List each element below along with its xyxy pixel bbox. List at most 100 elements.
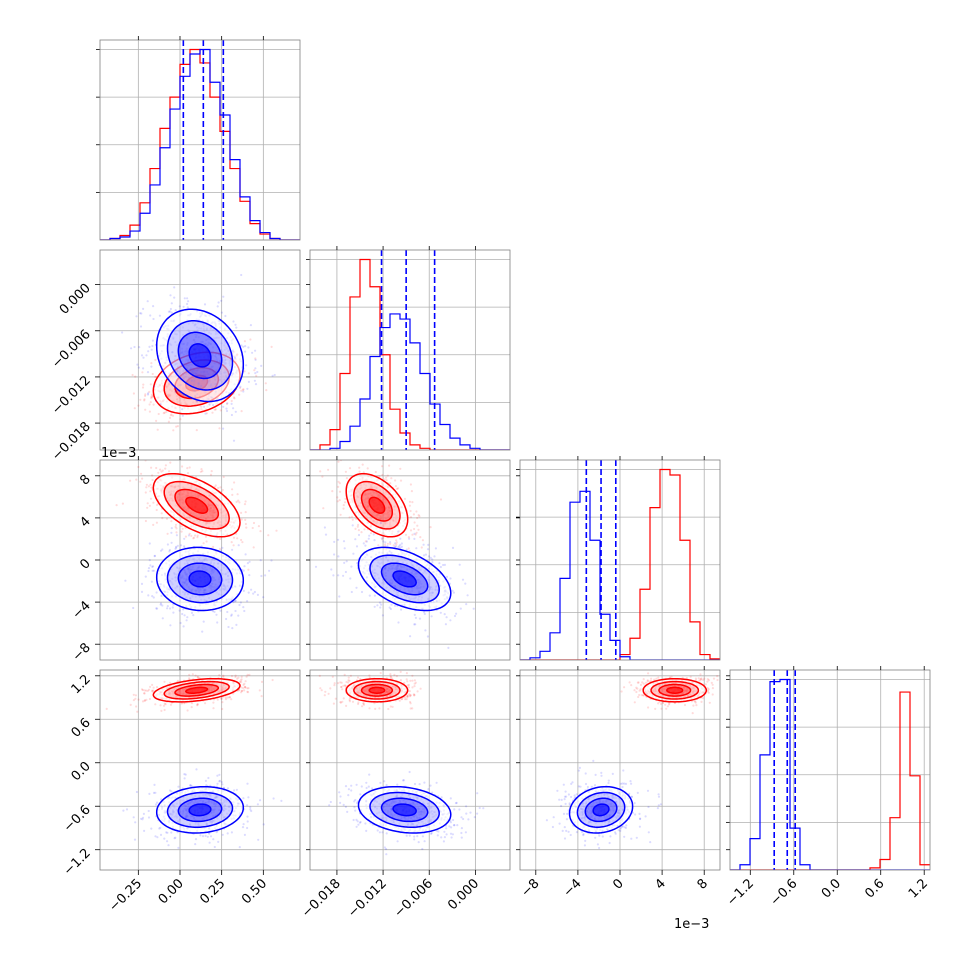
scatter-point	[148, 345, 151, 348]
scatter-point	[132, 392, 135, 395]
scatter-point	[186, 709, 189, 712]
scatter-point	[144, 408, 147, 411]
scatter-point	[327, 468, 330, 471]
scatter-point	[135, 315, 138, 318]
scatter-point	[199, 834, 202, 837]
scatter-point	[247, 380, 250, 383]
scatter-point	[140, 472, 143, 475]
scatter-point	[438, 562, 441, 565]
scatter-point	[256, 803, 259, 806]
scatter-point	[413, 613, 416, 617]
scatter-point	[207, 776, 210, 780]
scatter-point	[158, 314, 161, 317]
scatter-point	[230, 614, 233, 617]
scatter-point	[160, 470, 163, 473]
scatter-point	[148, 403, 151, 406]
scatter-point	[245, 526, 248, 529]
scatter-point	[224, 314, 227, 318]
scatter-point	[245, 364, 248, 367]
scatter-point	[322, 507, 325, 510]
scatter-point	[354, 527, 357, 531]
scatter-point	[368, 594, 371, 597]
scatter-point	[254, 357, 257, 360]
scatter-point	[411, 679, 414, 682]
scatter-point	[174, 836, 177, 839]
scatter-point	[171, 414, 175, 417]
panel-hist-2	[306, 249, 511, 451]
scatter-point	[181, 612, 184, 616]
scatter-point	[182, 305, 185, 308]
scatter-point	[166, 605, 169, 608]
scatter-point	[125, 808, 129, 811]
scatter-point	[226, 787, 230, 790]
scatter-point	[243, 682, 246, 685]
scatter-point	[234, 609, 237, 613]
scatter-point	[230, 413, 233, 417]
scatter-point	[336, 500, 339, 503]
scatter-point	[409, 700, 412, 704]
scatter-point	[221, 833, 224, 836]
scatter-point	[149, 401, 152, 404]
scatter-point	[214, 535, 217, 538]
scatter-point	[384, 543, 387, 546]
scatter-point	[413, 682, 416, 685]
scatter-point	[133, 838, 137, 841]
scatter-point	[163, 680, 166, 683]
scatter-point	[160, 512, 163, 515]
panel-4-vs-2	[309, 669, 511, 871]
scatter-point	[388, 464, 391, 467]
scatter-point	[355, 586, 358, 589]
scatter-point	[165, 831, 168, 834]
scatter-point	[387, 707, 390, 711]
scatter-point	[235, 623, 238, 627]
scatter-point	[176, 544, 179, 547]
scatter-point	[220, 299, 223, 302]
scatter-point	[172, 611, 175, 614]
scatter-point	[374, 707, 377, 711]
panel-hist-4	[726, 669, 931, 871]
scatter-point	[417, 528, 420, 531]
contour-red	[360, 488, 394, 522]
scatter-point	[196, 400, 199, 403]
scatter-point	[236, 493, 239, 496]
scatter-point	[217, 486, 220, 490]
scatter-point	[397, 621, 400, 624]
scatter-point	[243, 503, 247, 506]
scatter-point	[221, 783, 224, 786]
scatter-point	[175, 389, 178, 392]
scatter-point	[458, 563, 461, 566]
scatter-point	[175, 527, 178, 530]
scatter-point	[204, 412, 207, 415]
scatter-point	[121, 502, 124, 505]
scatter-point	[194, 534, 197, 537]
scatter-point	[254, 367, 257, 370]
scatter-point	[181, 527, 184, 530]
scatter-point	[137, 366, 140, 369]
scatter-point	[151, 339, 154, 342]
panel-hist-1	[96, 39, 301, 241]
scatter-point	[348, 453, 350, 455]
scatter-point	[191, 673, 194, 676]
scatter-point	[390, 477, 393, 480]
scatter-point	[256, 370, 259, 374]
scatter-point	[174, 309, 177, 312]
scatter-point	[348, 516, 351, 519]
scatter-point	[421, 539, 424, 542]
scatter-point	[152, 569, 155, 572]
scatter-point	[260, 680, 264, 684]
scatter-point	[464, 582, 467, 585]
scatter-point	[208, 403, 211, 406]
scatter-point	[416, 516, 419, 520]
scatter-point	[433, 555, 436, 558]
scatter-point	[186, 472, 190, 475]
scatter-point	[234, 323, 237, 326]
scatter-point	[187, 534, 191, 537]
scatter-point	[190, 611, 194, 615]
scatter-point	[242, 569, 245, 572]
scatter-point	[378, 707, 381, 710]
scatter-point	[204, 779, 207, 783]
scatter-point	[453, 614, 457, 618]
scatter-point	[415, 510, 418, 513]
scatter-point	[192, 536, 196, 539]
scatter-point	[226, 610, 229, 614]
